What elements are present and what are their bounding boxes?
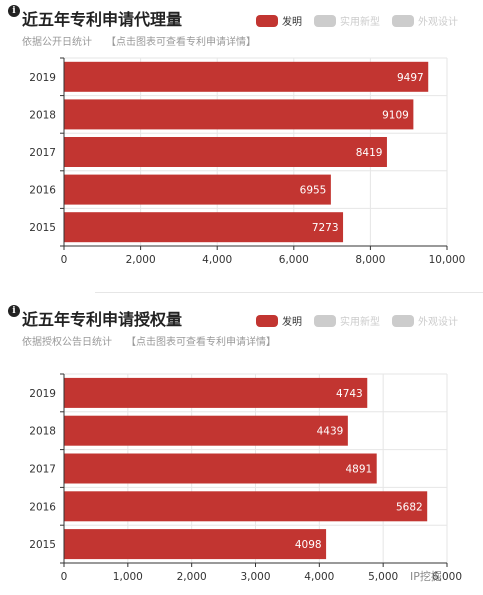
- bar[interactable]: [64, 491, 428, 522]
- bar-chart-filing[interactable]: 0 2,000 4,000 6,000 8,000 10,000 2019 9497 2018 9…: [0, 50, 483, 280]
- bar[interactable]: [64, 453, 377, 484]
- bar[interactable]: [64, 99, 414, 130]
- x-tick-label: 0: [61, 254, 68, 266]
- subtitle-text: 依据授权公告日统计: [22, 337, 112, 348]
- data-label: 4439: [317, 426, 344, 438]
- data-label: 4098: [295, 539, 322, 551]
- y-tick-label: 2019: [29, 388, 56, 400]
- legend-swatch: [392, 14, 414, 27]
- y-tick-label: 2017: [29, 147, 56, 159]
- legend-swatch: [314, 314, 336, 327]
- legend-swatch: [256, 14, 278, 27]
- legend: 发明 实用新型 外观设计: [256, 313, 458, 328]
- data-label: 5682: [396, 501, 423, 513]
- bar[interactable]: [64, 377, 368, 408]
- x-tick-label: 3,000: [240, 571, 270, 583]
- data-label: 9109: [382, 109, 409, 121]
- legend-label: 实用新型: [340, 317, 380, 328]
- data-label: 8419: [356, 147, 383, 159]
- y-tick-label: 2015: [29, 539, 56, 551]
- legend: 发明 实用新型 外观设计: [256, 13, 458, 28]
- data-label: 4743: [336, 388, 363, 400]
- subtitle-text: 依据公开日统计: [22, 37, 92, 48]
- bar-chart-grant[interactable]: 0 1,000 2,000 3,000 4,000 5,000 6,000 2019 4743 2…: [0, 350, 483, 590]
- chart-panel-grant: i 近五年专利申请授权量 依据授权公告日统计 【点击图表可查看专利申请详情】 发明…: [0, 300, 483, 590]
- info-icon[interactable]: i: [8, 305, 20, 317]
- data-label: 7273: [312, 222, 339, 234]
- chart-subtitle: 依据公开日统计 【点击图表可查看专利申请详情】: [22, 33, 256, 48]
- legend-label: 发明: [282, 17, 302, 28]
- chart-detail-link[interactable]: 【点击图表可查看专利申请详情】: [126, 337, 276, 348]
- legend-swatch: [392, 314, 414, 327]
- y-tick-label: 2018: [29, 109, 56, 121]
- legend-label: 发明: [282, 317, 302, 328]
- bar[interactable]: [64, 174, 331, 205]
- y-tick-label: 2019: [29, 72, 56, 84]
- data-label: 4891: [345, 464, 372, 476]
- chart-panel-filing: i 近五年专利申请代理量 依据公开日统计 【点击图表可查看专利申请详情】 发明 实…: [0, 0, 483, 290]
- legend-item-design[interactable]: 外观设计: [392, 13, 458, 28]
- x-tick-label: 4,000: [304, 571, 334, 583]
- x-tick-label: 5,000: [368, 571, 398, 583]
- chart-title: 近五年专利申请代理量: [22, 10, 183, 29]
- y-tick-label: 2016: [29, 501, 56, 513]
- x-tick-label: 8,000: [355, 254, 385, 266]
- y-tick-label: 2015: [29, 222, 56, 234]
- info-icon[interactable]: i: [8, 5, 20, 17]
- x-tick-label: 4,000: [202, 254, 232, 266]
- legend-label: 外观设计: [418, 17, 458, 28]
- legend-item-invention[interactable]: 发明: [256, 13, 302, 28]
- x-tick-label: 6,000: [279, 254, 309, 266]
- bar[interactable]: [64, 529, 327, 560]
- x-tick-label: 1,000: [113, 571, 143, 583]
- legend-item-utility-model[interactable]: 实用新型: [314, 313, 380, 328]
- legend-item-design[interactable]: 外观设计: [392, 313, 458, 328]
- chart-title: 近五年专利申请授权量: [22, 310, 183, 329]
- chart-detail-link[interactable]: 【点击图表可查看专利申请详情】: [106, 37, 256, 48]
- legend-label: 外观设计: [418, 317, 458, 328]
- x-tick-label: 2,000: [126, 254, 156, 266]
- y-tick-label: 2017: [29, 464, 56, 476]
- bar[interactable]: [64, 415, 348, 446]
- legend-swatch: [256, 314, 278, 327]
- x-tick-label: 2,000: [177, 571, 207, 583]
- legend-label: 实用新型: [340, 17, 380, 28]
- bar[interactable]: [64, 61, 429, 92]
- chart-subtitle: 依据授权公告日统计 【点击图表可查看专利申请详情】: [22, 333, 276, 348]
- panel-divider: [95, 292, 483, 293]
- data-label: 9497: [397, 72, 424, 84]
- x-tick-label: 10,000: [429, 254, 466, 266]
- y-tick-label: 2018: [29, 426, 56, 438]
- data-label: 6955: [300, 185, 327, 197]
- legend-swatch: [314, 14, 336, 27]
- x-tick-label: 6,000: [432, 571, 462, 583]
- bar[interactable]: [64, 137, 387, 167]
- x-tick-label: 0: [61, 571, 68, 583]
- legend-item-utility-model[interactable]: 实用新型: [314, 13, 380, 28]
- watermark: IP挖掘: [410, 570, 442, 583]
- y-tick-label: 2016: [29, 185, 56, 197]
- bar[interactable]: [64, 212, 344, 243]
- legend-item-invention[interactable]: 发明: [256, 313, 302, 328]
